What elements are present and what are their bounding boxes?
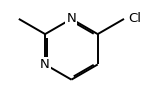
Text: Cl: Cl	[129, 12, 142, 25]
Text: N: N	[40, 58, 50, 71]
Text: N: N	[67, 12, 76, 25]
